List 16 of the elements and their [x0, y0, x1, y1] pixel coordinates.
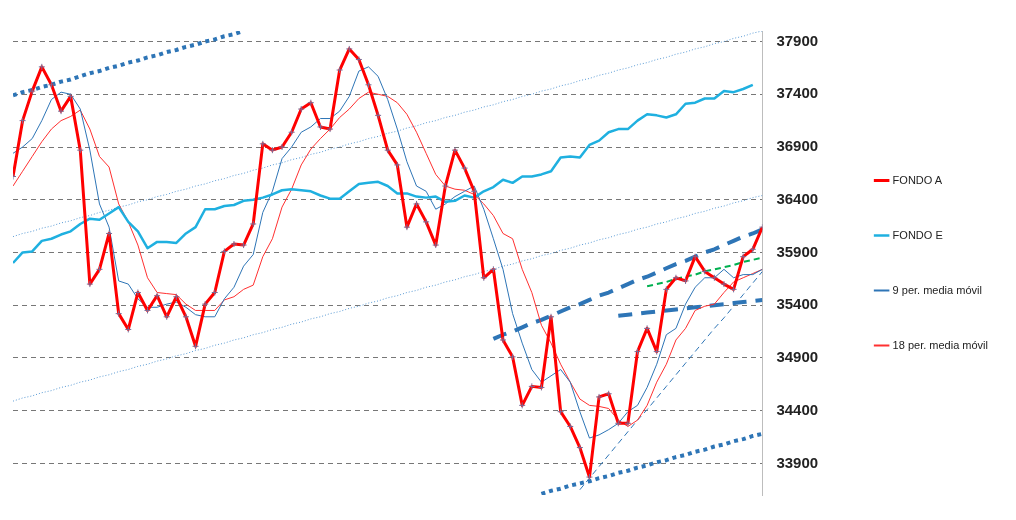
y-tick-label: 34400: [776, 400, 819, 418]
y-tick-label: 37400: [776, 84, 819, 102]
y-tick-label: 33900: [776, 453, 819, 471]
legend-label: FONDO E: [892, 228, 943, 241]
y-tick-label: 35900: [776, 242, 819, 260]
y-tick-label: 36400: [776, 189, 819, 207]
line-series: [646, 256, 763, 288]
y-tick-label: 37900: [776, 31, 819, 49]
legend-label: 9 per. media móvil: [892, 283, 982, 296]
y-tick-label: 34900: [776, 348, 819, 366]
y-tick-label: 35400: [776, 295, 819, 313]
y-tick-label: 36900: [776, 137, 819, 155]
legend-label: FONDO A: [892, 173, 943, 186]
legend-label: 18 per. media móvil: [892, 338, 989, 351]
line-series: [13, 195, 763, 402]
line-series: [13, 31, 763, 238]
